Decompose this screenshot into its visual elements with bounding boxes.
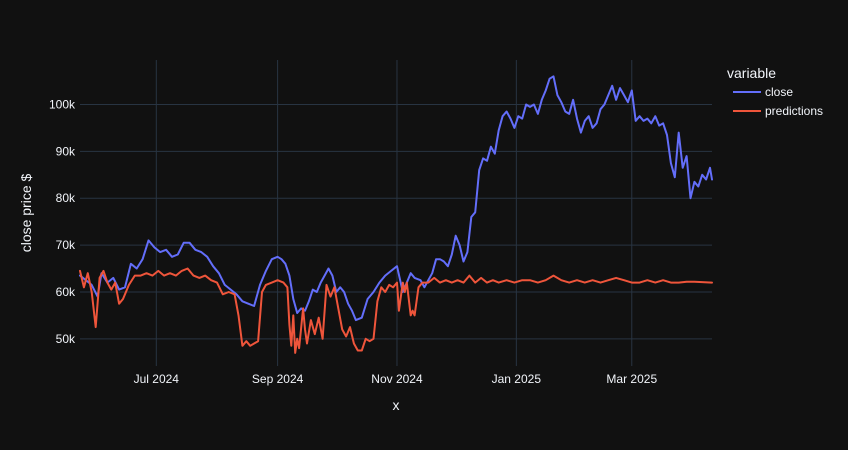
legend-item-close[interactable]: close — [733, 85, 793, 99]
x-tick-label: Mar 2025 — [606, 372, 657, 386]
y-axis-ticks: 50k 60k 70k 80k 90k 100k — [49, 98, 76, 346]
x-gridlines — [155, 60, 633, 366]
series-lines — [79, 75, 713, 354]
y-tick-label: 80k — [56, 191, 76, 205]
series-line-close — [79, 75, 713, 322]
legend-items: close predictions — [733, 85, 823, 118]
x-tick-label: Sep 2024 — [252, 372, 304, 386]
y-tick-label: 60k — [56, 285, 76, 299]
x-tick-label: Jul 2024 — [134, 372, 180, 386]
x-axis-ticks: Jul 2024 Sep 2024 Nov 2024 Jan 2025 Mar 2025 — [134, 372, 658, 386]
plot-area — [80, 60, 712, 366]
series-line-predictions — [79, 267, 713, 354]
x-tick-label: Jan 2025 — [492, 372, 542, 386]
legend-item-predictions[interactable]: predictions — [733, 104, 823, 118]
y-tick-label: 90k — [56, 144, 76, 158]
x-tick-label: Nov 2024 — [371, 372, 423, 386]
legend-label: predictions — [765, 104, 823, 118]
legend-label: close — [765, 85, 793, 99]
x-axis-title: x — [393, 397, 400, 413]
y-axis-title: close price $ — [18, 173, 34, 252]
y-tick-label: 70k — [56, 238, 76, 252]
y-tick-label: 50k — [56, 332, 76, 346]
legend-title: variable — [727, 65, 776, 81]
y-tick-label: 100k — [49, 98, 76, 112]
legend[interactable]: variable close predictions — [727, 65, 823, 118]
y-gridlines — [80, 104, 712, 340]
